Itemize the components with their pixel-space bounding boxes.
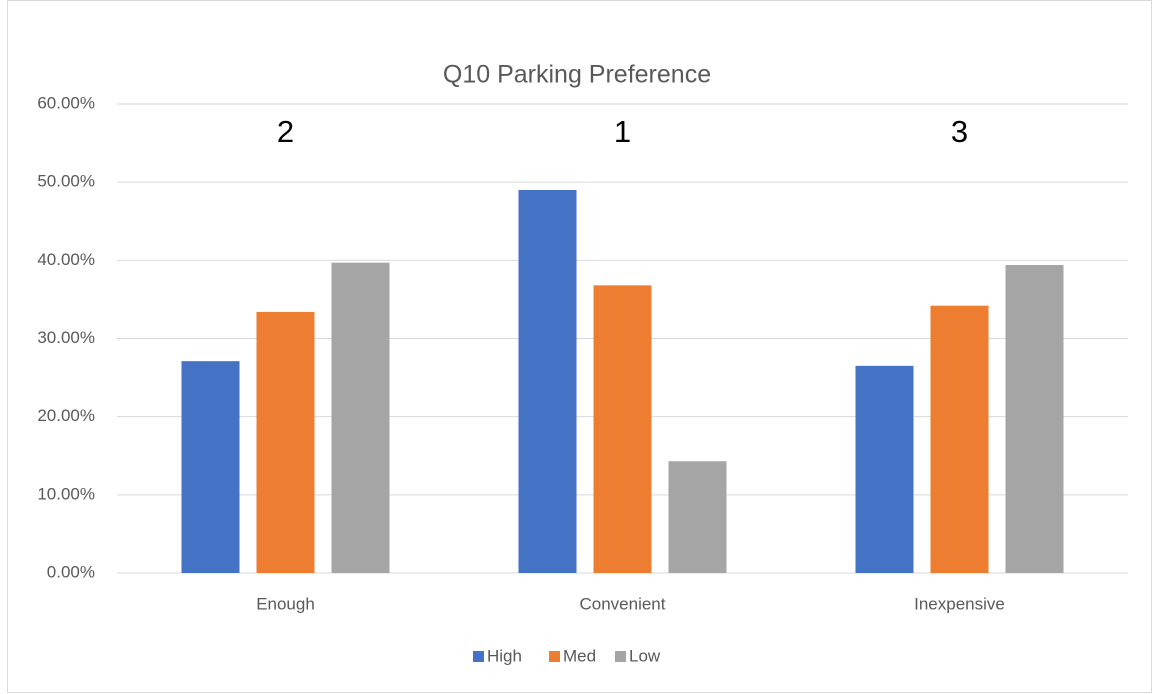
legend-swatch: [549, 651, 560, 662]
y-tick-label: 60.00%: [37, 93, 95, 112]
legend-swatch: [473, 651, 484, 662]
bar: [930, 305, 989, 573]
bar: [181, 361, 240, 573]
y-tick-label: 0.00%: [47, 562, 95, 581]
legend-label: Med: [563, 646, 596, 665]
annotation: 2: [277, 114, 294, 149]
legend-label: Low: [629, 646, 661, 665]
bar: [256, 311, 315, 573]
y-tick-label: 50.00%: [37, 172, 95, 191]
y-tick-label: 40.00%: [37, 250, 95, 269]
y-tick-label: 30.00%: [37, 328, 95, 347]
bar: [1005, 265, 1064, 573]
legend-swatch: [615, 651, 626, 662]
legend-label: High: [487, 646, 522, 665]
x-tick-label: Enough: [256, 594, 315, 613]
chart-title: Q10 Parking Preference: [443, 61, 711, 89]
y-tick-label: 20.00%: [37, 406, 95, 425]
y-tick-label: 10.00%: [37, 484, 95, 503]
x-tick-label: Convenient: [579, 594, 665, 613]
bar: [668, 461, 727, 573]
annotation: 1: [614, 114, 631, 149]
annotation: 3: [951, 114, 968, 149]
bar: [331, 262, 390, 573]
bar: [518, 189, 577, 573]
x-tick-label: Inexpensive: [914, 594, 1005, 613]
bar: [855, 365, 914, 573]
bar: [593, 285, 652, 573]
